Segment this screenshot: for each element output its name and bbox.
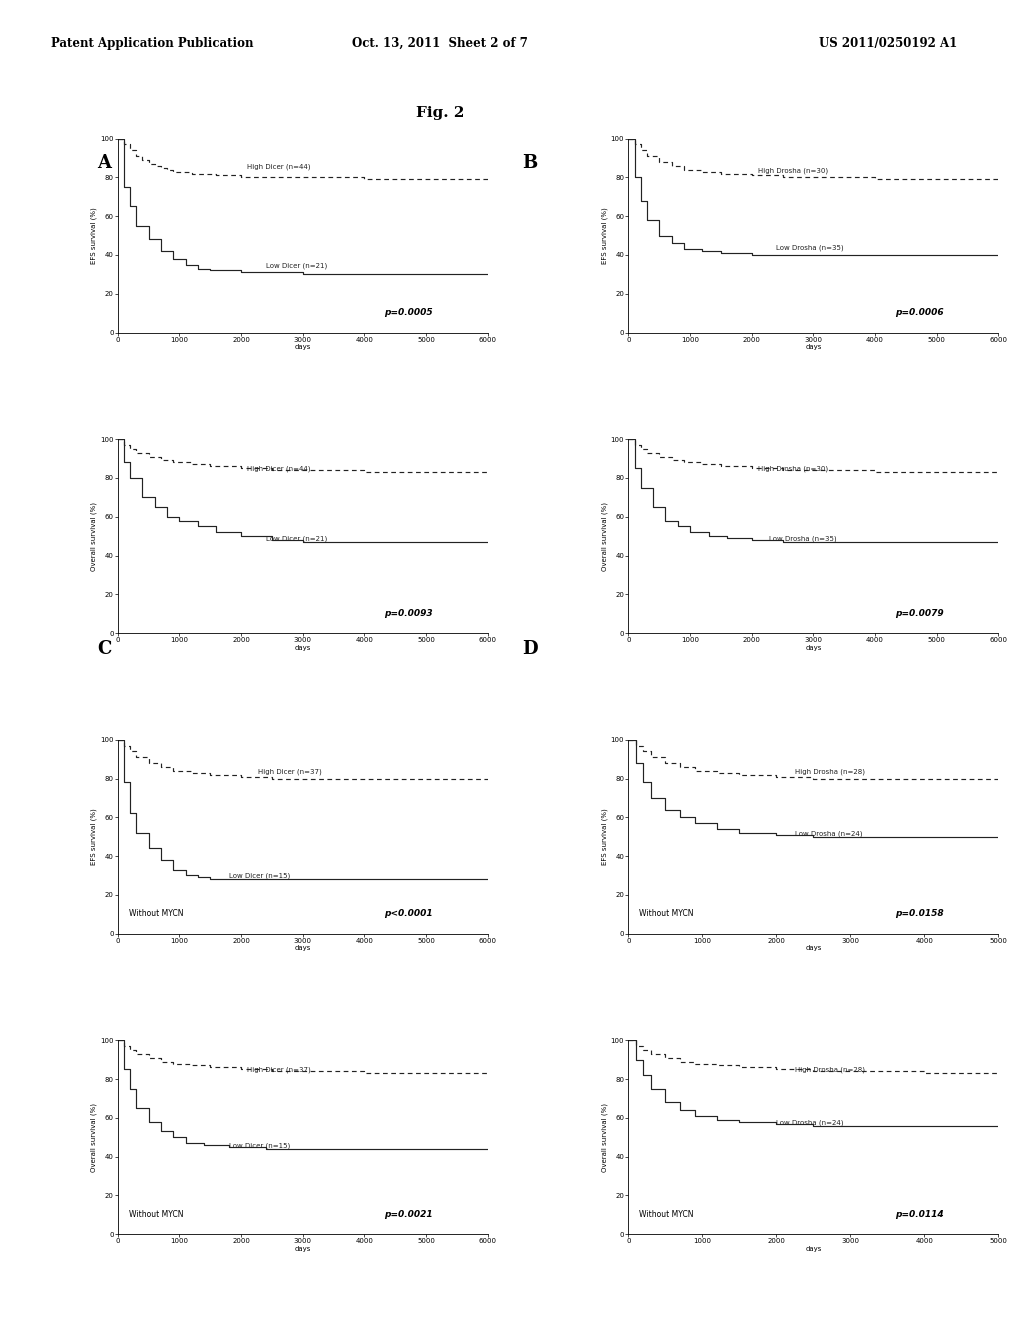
Text: Low Dicer (n=21): Low Dicer (n=21) <box>266 536 327 543</box>
Text: Low Drosha (n=35): Low Drosha (n=35) <box>769 536 837 543</box>
Text: Without MYCN: Without MYCN <box>129 909 183 919</box>
Text: A: A <box>97 154 112 173</box>
Y-axis label: EFS survival (%): EFS survival (%) <box>91 808 97 865</box>
Text: Low Dicer (n=15): Low Dicer (n=15) <box>228 873 290 879</box>
X-axis label: days: days <box>805 644 821 651</box>
Text: Without MYCN: Without MYCN <box>639 1209 694 1218</box>
X-axis label: days: days <box>295 945 311 952</box>
Text: High Drosha (n=28): High Drosha (n=28) <box>795 1067 865 1073</box>
Text: B: B <box>522 154 538 173</box>
Text: Without MYCN: Without MYCN <box>639 909 694 919</box>
Text: p=0.0079: p=0.0079 <box>895 609 943 618</box>
Y-axis label: EFS survival (%): EFS survival (%) <box>601 207 608 264</box>
Text: Low Drosha (n=35): Low Drosha (n=35) <box>776 244 844 251</box>
Text: C: C <box>97 640 112 659</box>
Text: p=0.0114: p=0.0114 <box>895 1209 943 1218</box>
X-axis label: days: days <box>295 345 311 350</box>
X-axis label: days: days <box>295 1246 311 1251</box>
Text: Low Drosha (n=24): Low Drosha (n=24) <box>795 830 862 837</box>
Text: Low Dicer (n=15): Low Dicer (n=15) <box>228 1142 290 1148</box>
Y-axis label: Overall survival (%): Overall survival (%) <box>91 502 97 570</box>
Y-axis label: EFS survival (%): EFS survival (%) <box>91 207 97 264</box>
Text: Patent Application Publication: Patent Application Publication <box>51 37 254 50</box>
Text: Low Drosha (n=24): Low Drosha (n=24) <box>776 1119 844 1126</box>
Text: Without MYCN: Without MYCN <box>129 1209 183 1218</box>
X-axis label: days: days <box>805 1246 821 1251</box>
Text: Oct. 13, 2011  Sheet 2 of 7: Oct. 13, 2011 Sheet 2 of 7 <box>352 37 528 50</box>
Text: High Dicer (n=37): High Dicer (n=37) <box>247 1067 311 1073</box>
Y-axis label: Overall survival (%): Overall survival (%) <box>601 1102 608 1172</box>
Text: Low Dicer (n=21): Low Dicer (n=21) <box>266 263 327 268</box>
Text: High Dicer (n=44): High Dicer (n=44) <box>247 466 310 473</box>
Text: D: D <box>522 640 538 659</box>
Y-axis label: EFS survival (%): EFS survival (%) <box>601 808 608 865</box>
Text: p=0.0158: p=0.0158 <box>895 909 943 919</box>
Text: High Dicer (n=37): High Dicer (n=37) <box>258 768 323 775</box>
X-axis label: days: days <box>805 345 821 350</box>
Text: US 2011/0250192 A1: US 2011/0250192 A1 <box>819 37 957 50</box>
Text: High Drosha (n=30): High Drosha (n=30) <box>758 168 828 173</box>
Text: p=0.0093: p=0.0093 <box>384 609 433 618</box>
Text: High Dicer (n=44): High Dicer (n=44) <box>247 164 310 170</box>
X-axis label: days: days <box>295 644 311 651</box>
Y-axis label: Overall survival (%): Overall survival (%) <box>601 502 608 570</box>
Text: p=0.0005: p=0.0005 <box>384 308 433 317</box>
X-axis label: days: days <box>805 945 821 952</box>
Text: p=0.0006: p=0.0006 <box>895 308 943 317</box>
Y-axis label: Overall survival (%): Overall survival (%) <box>91 1102 97 1172</box>
Text: High Drosha (n=30): High Drosha (n=30) <box>758 466 828 473</box>
Text: High Drosha (n=28): High Drosha (n=28) <box>795 768 865 775</box>
Text: Fig. 2: Fig. 2 <box>416 106 465 120</box>
Text: p<0.0001: p<0.0001 <box>384 909 433 919</box>
Text: p=0.0021: p=0.0021 <box>384 1209 433 1218</box>
